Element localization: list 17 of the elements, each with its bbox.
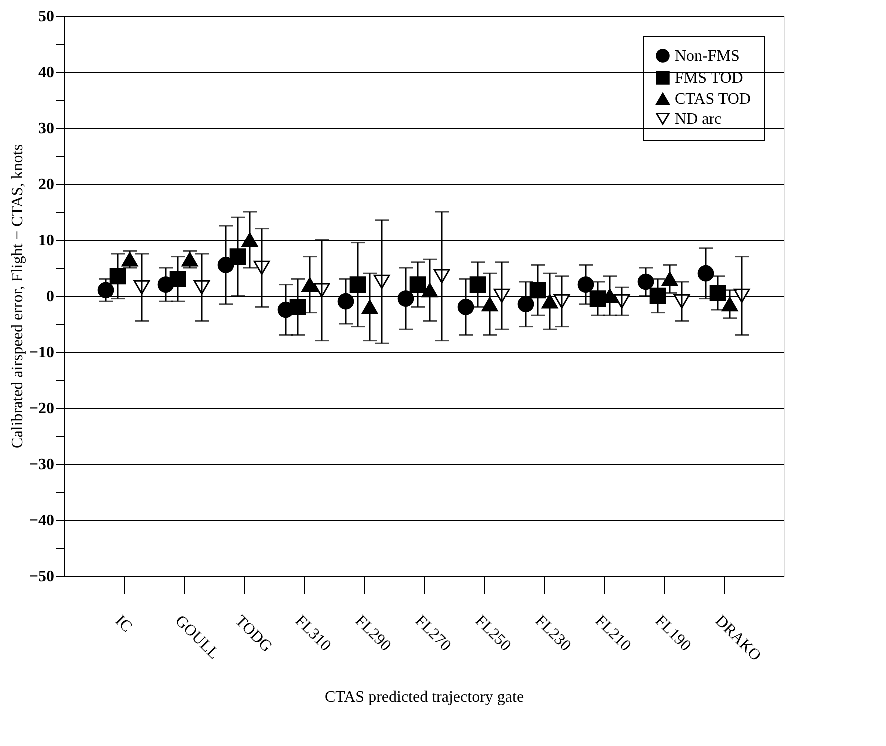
x-axis-title: CTAS predicted trajectory gate — [324, 689, 524, 706]
y-tick-label: −20 — [29, 400, 54, 418]
legend-label: CTAS TOD — [675, 91, 751, 108]
y-tick-label: 20 — [38, 176, 54, 194]
y-tick-label: −50 — [29, 568, 54, 586]
y-tick-label: 10 — [38, 232, 54, 250]
x-tick-label: IC — [112, 612, 136, 636]
y-tick-label: 40 — [38, 64, 54, 82]
y-tick-label: 50 — [38, 8, 54, 26]
y-tick-label: 30 — [38, 120, 54, 138]
y-tick-label: −10 — [29, 344, 54, 362]
y-tick-label: −40 — [29, 512, 54, 530]
y-tick-label: −30 — [29, 456, 54, 474]
y-tick-label: 0 — [46, 288, 54, 306]
y-axis-title: Calibrated airspeed error, Flight − CTAS, knots — [9, 144, 26, 448]
legend-label: ND arc — [675, 111, 722, 128]
legend-label: Non-FMS — [675, 48, 740, 65]
